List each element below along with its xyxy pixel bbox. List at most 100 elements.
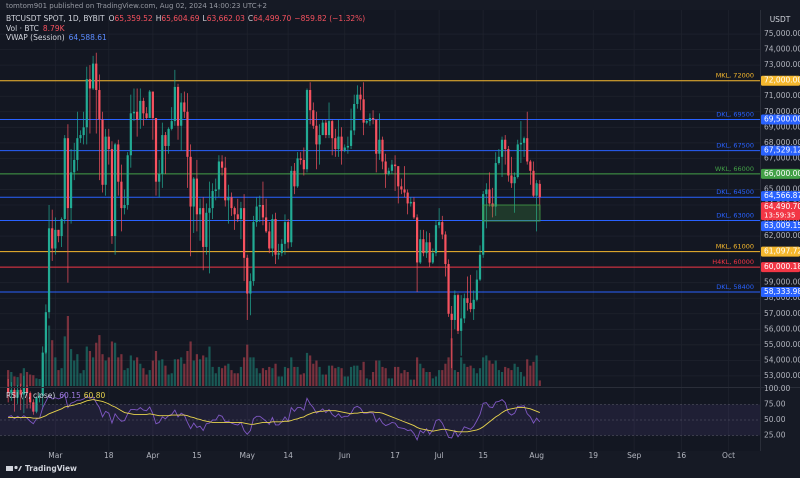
l-label: L <box>203 14 208 23</box>
volume-bar <box>406 372 409 386</box>
candle-body <box>51 228 54 249</box>
volume-bar <box>170 373 173 386</box>
candle-body <box>463 298 466 319</box>
y-tick-label: 71,000.00 <box>764 91 800 100</box>
rsi-line <box>7 392 541 441</box>
volume-bar <box>356 365 359 386</box>
candle-body <box>95 63 98 91</box>
y-tick-label: 65,000.00 <box>764 184 800 193</box>
candle-body <box>236 214 239 219</box>
candle-body <box>69 172 73 209</box>
volume-bar <box>120 354 123 386</box>
candle-body <box>469 302 472 310</box>
candle-body <box>409 201 412 204</box>
y-tick-label: 58,000.00 <box>764 293 800 302</box>
candle-body <box>438 222 441 226</box>
volume-bar <box>192 360 195 386</box>
volume-bar <box>290 357 293 386</box>
volume-bar <box>387 378 390 386</box>
candle-body <box>302 159 305 170</box>
level-label: DKL, 67500 <box>716 142 754 150</box>
candle-body <box>214 189 217 192</box>
volume-bar <box>318 366 321 386</box>
volume-bar <box>54 357 57 386</box>
candle-body <box>186 111 189 157</box>
price-badge <box>761 262 800 273</box>
x-tick-label: Jul <box>434 451 444 460</box>
candle-body <box>500 139 504 157</box>
x-tick-label: 16 <box>677 451 687 460</box>
volume-bar <box>161 359 164 386</box>
volume-bar <box>453 370 456 386</box>
candle-body <box>120 181 123 209</box>
candle-body <box>29 392 32 403</box>
x-tick-label: 19 <box>588 451 598 460</box>
volume-bar <box>271 368 274 386</box>
volume-bar <box>491 363 494 386</box>
legend-volume: Vol · BTC 8.79K <box>6 24 66 33</box>
candle-body <box>290 170 293 243</box>
candle-body <box>183 102 186 112</box>
h-value: 65,604.69 <box>161 14 199 23</box>
candle-body <box>331 121 334 139</box>
volume-bar <box>7 370 10 386</box>
price-badge <box>761 221 800 232</box>
y-tick-label: 55,000.00 <box>764 340 800 349</box>
candle-body <box>233 208 236 215</box>
volume-last: 8.79K <box>43 24 66 33</box>
volume-bar <box>403 370 406 386</box>
volume-bar <box>497 370 500 386</box>
volume-bar <box>327 365 331 386</box>
volume-bar <box>246 344 249 386</box>
volume-bar <box>132 360 136 386</box>
volume-bar <box>412 379 416 386</box>
candle-body <box>488 189 491 204</box>
candle-body <box>73 159 76 173</box>
candle-body <box>107 136 110 150</box>
x-tick-label: Mar <box>48 451 63 460</box>
brand-logo <box>6 465 22 471</box>
volume-bar <box>419 363 422 386</box>
volume-bar <box>126 368 129 386</box>
candle-body <box>324 122 327 136</box>
legend-rsi: RSI (7, close) 60.15 60.80 <box>6 391 105 400</box>
candle-body <box>274 218 277 255</box>
y-tick-label: 68,000.00 <box>764 138 800 147</box>
price-badge-label: 69,500.00 <box>764 115 800 124</box>
volume-bar <box>60 368 63 386</box>
candle-body <box>217 161 221 190</box>
x-tick-label: 15 <box>192 451 202 460</box>
volume-bar <box>69 349 73 386</box>
candle-body <box>460 318 463 331</box>
candle-body <box>447 264 450 314</box>
candle-body <box>466 298 469 303</box>
candle-body <box>356 94 359 104</box>
candle-body <box>268 231 271 249</box>
volume-bar <box>353 365 356 386</box>
candle-body <box>510 175 513 184</box>
volume-bar <box>478 368 482 386</box>
volume-bar <box>425 372 428 386</box>
volume-bar <box>189 341 192 386</box>
volume-bar <box>44 347 47 386</box>
candle-body <box>453 295 456 320</box>
volume-bar <box>488 360 491 386</box>
level-label: DKL, 69500 <box>716 111 754 119</box>
candle-body <box>202 208 205 247</box>
volume-bar <box>400 373 403 386</box>
volume-bar <box>29 374 32 386</box>
level-label: WKL, 66000 <box>715 165 754 173</box>
candle-body <box>522 138 526 143</box>
y-tick-label: 59,000.00 <box>764 278 800 287</box>
price-badge-label: 63,009.15 <box>764 221 800 230</box>
volume-bar <box>321 374 324 386</box>
candle-body <box>88 79 92 89</box>
x-tick-label: Apr <box>146 451 160 460</box>
c-value: 64,499.70 <box>253 14 291 23</box>
volume-bar <box>117 357 120 386</box>
rsi-name: RSI (7, close) <box>6 391 55 400</box>
level-label: DKL, 64500 <box>716 188 754 196</box>
rsi-tick-label: 25.00 <box>764 431 786 440</box>
candle-body <box>211 191 214 209</box>
volume-bar <box>57 370 60 386</box>
